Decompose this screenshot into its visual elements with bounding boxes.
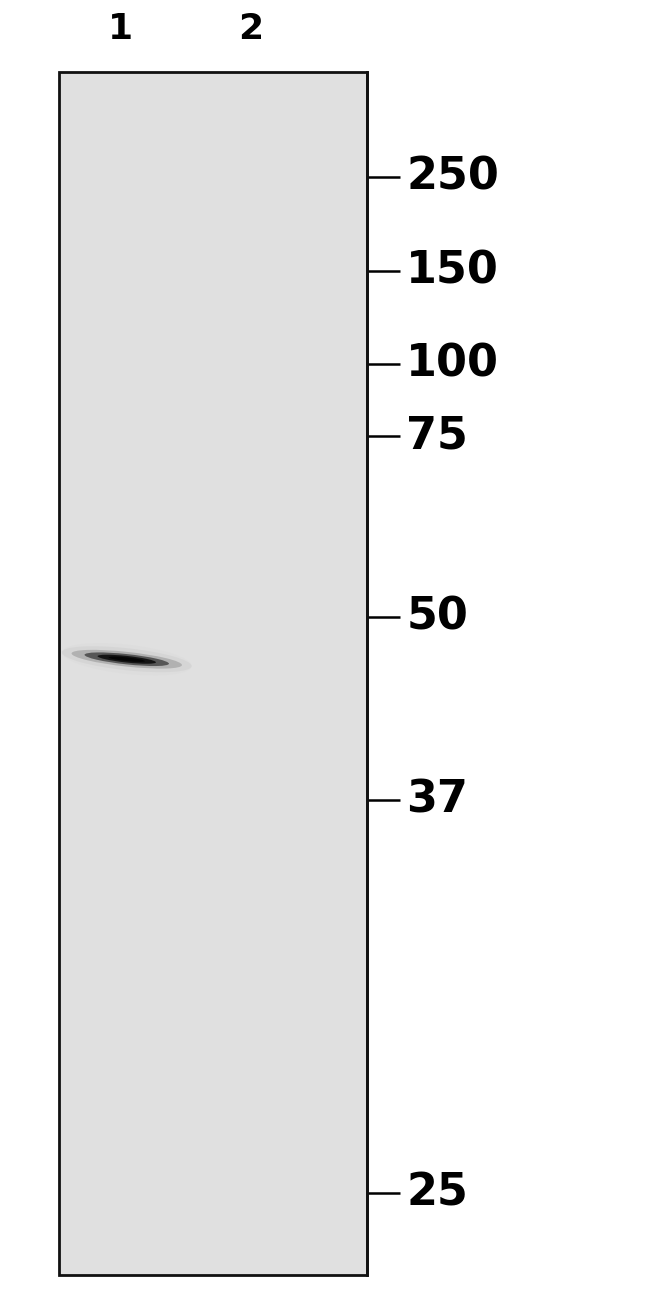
- Ellipse shape: [98, 655, 156, 663]
- Ellipse shape: [62, 644, 192, 675]
- Ellipse shape: [62, 646, 192, 672]
- Bar: [58, 72, 367, 1275]
- Ellipse shape: [72, 650, 182, 668]
- Text: 2: 2: [238, 12, 263, 46]
- Text: 75: 75: [406, 415, 468, 456]
- Text: 37: 37: [406, 780, 468, 821]
- Text: 250: 250: [406, 156, 499, 198]
- Text: 25: 25: [406, 1172, 468, 1214]
- Text: 1: 1: [108, 12, 133, 46]
- Ellipse shape: [109, 657, 145, 662]
- Text: 50: 50: [406, 596, 468, 638]
- Ellipse shape: [84, 653, 169, 666]
- Text: 100: 100: [406, 343, 499, 385]
- Text: 150: 150: [406, 250, 499, 292]
